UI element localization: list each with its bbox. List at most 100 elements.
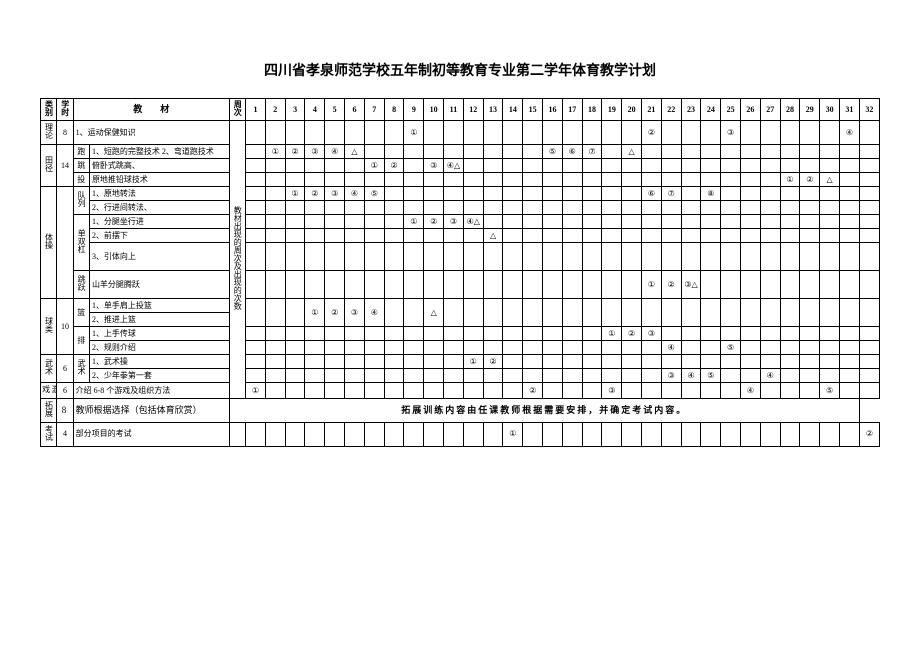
grid-cell xyxy=(840,173,860,187)
grid-cell xyxy=(444,229,464,243)
grid-cell xyxy=(325,355,345,369)
grid-cell: ① xyxy=(503,422,523,446)
grid-cell xyxy=(364,271,384,299)
row-r4: 投 原地推铅球技术 ①②△ xyxy=(41,173,880,187)
grid-cell xyxy=(582,327,602,341)
grid-cell xyxy=(681,215,701,229)
grid-cell xyxy=(265,369,285,383)
row-r5a: 体操 队列 1、原地转法 ①②③④⑤⑥⑦⑧ xyxy=(41,187,880,201)
hours-ext: 8 xyxy=(57,398,73,422)
grid-cell xyxy=(305,271,325,299)
grid-cell xyxy=(463,159,483,173)
grid-cell xyxy=(642,215,662,229)
grid-cell xyxy=(523,145,543,159)
grid-cell: ⑥ xyxy=(562,145,582,159)
grid-cell xyxy=(582,422,602,446)
grid-cell xyxy=(305,327,325,341)
grid-cell xyxy=(701,341,721,355)
grid-cell xyxy=(780,229,800,243)
grid-cell xyxy=(503,121,523,145)
grid-cell xyxy=(265,229,285,243)
grid-cell xyxy=(582,121,602,145)
grid-cell xyxy=(305,422,325,446)
grid-cell xyxy=(562,341,582,355)
grid-cell xyxy=(741,229,761,243)
grid-cell xyxy=(820,187,840,201)
grid-cell xyxy=(661,355,681,369)
grid-cell xyxy=(483,383,503,399)
grid-cell xyxy=(741,159,761,173)
w2: 2 xyxy=(265,99,285,121)
grid-cell xyxy=(543,341,563,355)
grid-cell xyxy=(483,271,503,299)
grid-cell xyxy=(543,299,563,327)
grid-cell xyxy=(622,173,642,187)
w23: 23 xyxy=(681,99,701,121)
grid-cell xyxy=(285,327,305,341)
grid-cell xyxy=(483,327,503,341)
grid-cell xyxy=(840,187,860,201)
grid-cell xyxy=(404,271,424,299)
grid-cell xyxy=(760,159,780,173)
mat-r8a: 1、单手肩上投篮 xyxy=(89,299,229,313)
grid-cell: ⑦ xyxy=(661,187,681,201)
grid-cell xyxy=(463,229,483,243)
grid-cell xyxy=(582,369,602,383)
mat-r5a: 1、原地转法 xyxy=(89,187,229,201)
grid-cell xyxy=(859,173,879,187)
grid-cell xyxy=(642,369,662,383)
grid-cell xyxy=(741,327,761,341)
grid-cell xyxy=(503,299,523,327)
grid-cell xyxy=(760,121,780,145)
grid-cell xyxy=(820,145,840,159)
cat-ext: 拓展 xyxy=(41,398,57,422)
grid-cell xyxy=(364,173,384,187)
h-hours: 学时 xyxy=(57,99,73,121)
grid-cell xyxy=(661,327,681,341)
grid-cell xyxy=(800,215,820,229)
grid-cell xyxy=(562,422,582,446)
grid-cell xyxy=(384,341,404,355)
grid-cell xyxy=(345,159,365,173)
grid-cell xyxy=(305,173,325,187)
grid-cell xyxy=(661,215,681,229)
grid-cell xyxy=(701,271,721,299)
grid-cell xyxy=(345,422,365,446)
grid-cell xyxy=(820,422,840,446)
w9: 9 xyxy=(404,99,424,121)
grid-cell xyxy=(384,369,404,383)
grid-cell xyxy=(800,327,820,341)
grid-cell xyxy=(523,229,543,243)
grid-cell xyxy=(800,159,820,173)
grid-cell: ③△ xyxy=(681,271,701,299)
grid-cell xyxy=(780,369,800,383)
grid-cell xyxy=(345,383,365,399)
grid-cell xyxy=(582,187,602,201)
grid-cell xyxy=(602,271,622,299)
grid-cell: ① xyxy=(265,145,285,159)
w31: 31 xyxy=(840,99,860,121)
grid-cell xyxy=(424,187,444,201)
grid-cell xyxy=(622,422,642,446)
grid-cell xyxy=(721,327,741,341)
grid-cell xyxy=(701,215,721,229)
grid-cell xyxy=(602,422,622,446)
grid-cell: ⑧ xyxy=(701,187,721,201)
grid-cell xyxy=(721,271,741,299)
grid-cell xyxy=(345,121,365,145)
grid-cell xyxy=(840,215,860,229)
row-r6b: 2、前摆下 △ xyxy=(41,229,880,243)
grid-cell: ⑤ xyxy=(364,187,384,201)
grid-cell xyxy=(661,229,681,243)
grid-cell xyxy=(681,173,701,187)
header-row: 类别 学时 教 材 周次 1 2 3 4 5 6 7 8 9 10 11 12 … xyxy=(41,99,880,121)
w17: 17 xyxy=(562,99,582,121)
grid-cell xyxy=(523,327,543,341)
grid-cell xyxy=(820,271,840,299)
sub-tiaoyue: 跳跃 xyxy=(73,271,89,299)
grid-cell xyxy=(820,299,840,327)
grid-cell xyxy=(562,121,582,145)
grid-cell: ① xyxy=(285,187,305,201)
grid-cell: ① xyxy=(780,173,800,187)
grid-cell xyxy=(265,271,285,299)
